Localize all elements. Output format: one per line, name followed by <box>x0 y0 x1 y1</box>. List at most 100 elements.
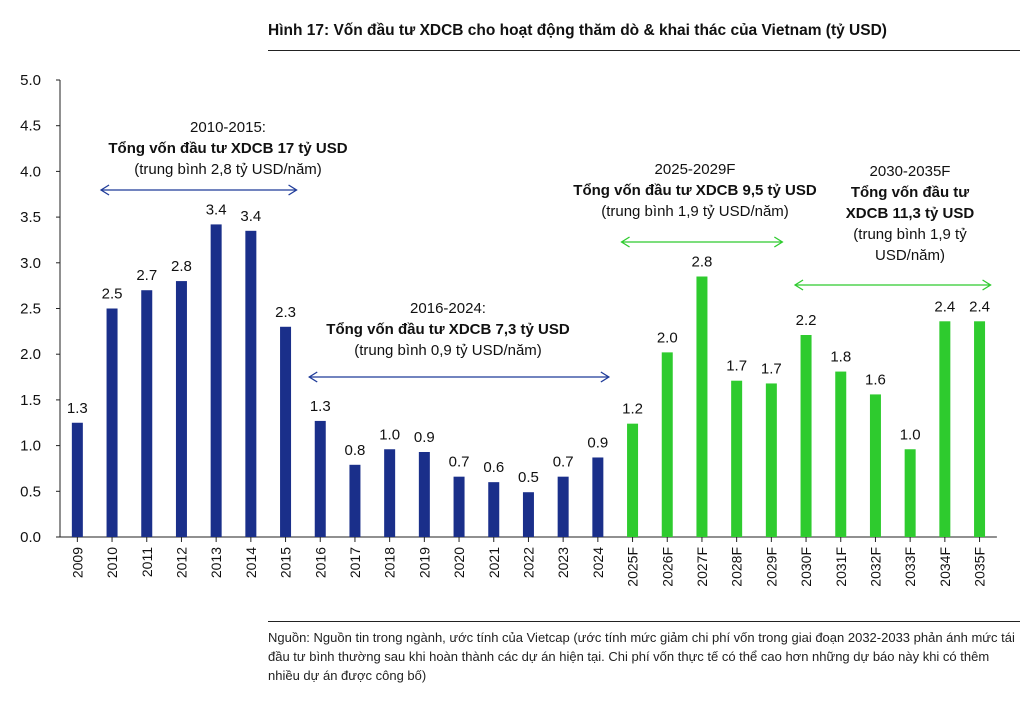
x-tick-label: 2011 <box>139 547 155 577</box>
bar <box>522 492 534 537</box>
bars <box>71 224 986 538</box>
bar <box>210 224 222 538</box>
x-tick-label: 2012 <box>173 547 189 578</box>
bar <box>869 394 881 537</box>
bar <box>765 383 777 537</box>
bar <box>661 352 673 537</box>
annotation-text-line: 2016-2024: <box>410 300 486 317</box>
data-label: 0.8 <box>345 442 366 459</box>
annotation-text-line: Tổng vốn đầu tư XDCB 7,3 tỷ USD <box>326 321 570 338</box>
y-tick-label: 4.5 <box>20 118 41 135</box>
annotation-text-line: (trung bình 1,9 tỷ <box>853 226 967 243</box>
y-tick-label: 1.5 <box>20 392 41 409</box>
title-divider <box>268 50 1020 51</box>
y-tick-label: 3.5 <box>20 209 41 226</box>
annotation-text-line: 2030-2035F <box>870 163 951 180</box>
data-labels: 1.3 2.5 2.7 2.8 3.4 3.4 2.3 1.3 0.8 1.0 0.9 0.7 0.6 0… <box>67 201 990 486</box>
bar <box>280 326 292 537</box>
bar <box>314 420 326 537</box>
x-tick-label: 2013 <box>208 547 224 578</box>
annotation-text-line: (trung bình 2,8 tỷ USD/năm) <box>134 161 322 178</box>
annotation-text-line: (trung bình 1,9 tỷ USD/năm) <box>601 203 789 220</box>
y-tick-label: 3.0 <box>20 255 41 272</box>
bar <box>974 321 986 537</box>
bar <box>592 457 604 537</box>
data-label: 1.2 <box>622 401 643 418</box>
annotation-arrow-head-left <box>99 184 110 196</box>
data-label: 1.8 <box>830 349 851 366</box>
data-label: 3.4 <box>206 201 227 218</box>
data-label: 1.7 <box>726 358 747 375</box>
bar <box>939 321 951 537</box>
x-tick-label: 2010 <box>104 547 120 578</box>
data-label: 0.5 <box>518 469 539 486</box>
annotation-text-line: XDCB 11,3 tỷ USD <box>846 205 975 222</box>
chart-title: Hình 17: Vốn đầu tư XDCB cho hoạt động t… <box>268 22 887 39</box>
data-label: 2.8 <box>171 258 192 275</box>
x-tick-label: 2018 <box>382 547 398 578</box>
bar <box>488 482 500 537</box>
data-label: 2.4 <box>934 298 955 315</box>
data-label: 0.9 <box>587 434 608 451</box>
x-tick-label: 2019 <box>416 547 432 578</box>
data-label: 2.7 <box>136 267 157 284</box>
data-label: 1.0 <box>379 426 400 443</box>
x-tick-label: 2023 <box>555 547 571 578</box>
bar <box>904 449 916 537</box>
bar <box>557 476 569 537</box>
annotation-text-line: (trung bình 0,9 tỷ USD/năm) <box>354 342 542 359</box>
data-label: 1.3 <box>310 398 331 415</box>
bar <box>627 423 639 537</box>
y-tick-label: 0.5 <box>20 483 41 500</box>
annotation-arrow-head-right <box>774 236 784 248</box>
data-label: 1.7 <box>761 360 782 377</box>
y-tick-label: 4.0 <box>20 163 41 180</box>
x-tick-label: 2014 <box>243 547 259 578</box>
x-tick-label: 2024 <box>590 547 606 578</box>
annotation-arrow-head-left <box>620 236 630 248</box>
bar <box>349 464 361 537</box>
annotation-text-line: Tổng vốn đầu tư XDCB 17 tỷ USD <box>108 140 347 157</box>
bar <box>141 290 153 537</box>
annotation-text-line: Tổng vốn đầu tư XDCB 9,5 tỷ USD <box>573 182 817 199</box>
annotation-text-line: USD/năm) <box>875 247 945 264</box>
data-label: 0.6 <box>483 459 504 476</box>
annotation-arrow-head-right <box>982 279 992 291</box>
y-tick-label: 2.5 <box>20 301 41 318</box>
x-tick-label: 2022 <box>520 547 536 578</box>
bar <box>384 449 396 537</box>
data-label: 2.2 <box>796 312 817 329</box>
bar <box>418 451 430 537</box>
x-tick-label: 2028F <box>729 547 745 587</box>
x-tick-label: 2034F <box>937 547 953 587</box>
x-tick-label: 2030F <box>798 547 814 587</box>
annotation-text-line: 2025-2029F <box>655 161 736 178</box>
y-tick-label: 5.0 <box>20 72 41 89</box>
data-label: 0.7 <box>449 454 470 471</box>
bar <box>71 422 83 537</box>
data-label: 2.8 <box>692 254 713 271</box>
bar-chart: 0.0 0.5 1.0 1.5 2.0 2.5 3.0 3.5 4.0 4.5 5.0 1.3 2.5… <box>20 72 997 587</box>
x-tick-label: 2015 <box>278 547 294 578</box>
source-note: Nguồn: Nguồn tin trong ngành, ước tính c… <box>268 630 1015 683</box>
bar <box>800 335 812 537</box>
x-tick-label: 2026F <box>659 547 675 587</box>
data-label: 2.0 <box>657 329 678 346</box>
x-tick-label: 2027F <box>694 547 710 587</box>
x-tick-label: 2021 <box>486 547 502 578</box>
annotations: 2010-2015: Tổng vốn đầu tư XDCB 17 tỷ USD… <box>99 119 992 383</box>
bar <box>245 230 257 537</box>
annotation-arrow-head-right <box>600 371 611 383</box>
data-label: 1.0 <box>900 426 921 443</box>
x-tick-label: 2031F <box>833 547 849 587</box>
data-label: 2.5 <box>102 286 123 303</box>
x-tick-label: 2032F <box>867 547 883 587</box>
bar <box>106 308 118 537</box>
annotation-text-line: 2010-2015: <box>190 119 266 136</box>
data-label: 2.4 <box>969 298 990 315</box>
bar <box>835 371 847 537</box>
data-label: 1.3 <box>67 400 88 417</box>
data-label: 1.6 <box>865 371 886 388</box>
bar <box>696 276 708 537</box>
data-label: 2.3 <box>275 304 296 321</box>
